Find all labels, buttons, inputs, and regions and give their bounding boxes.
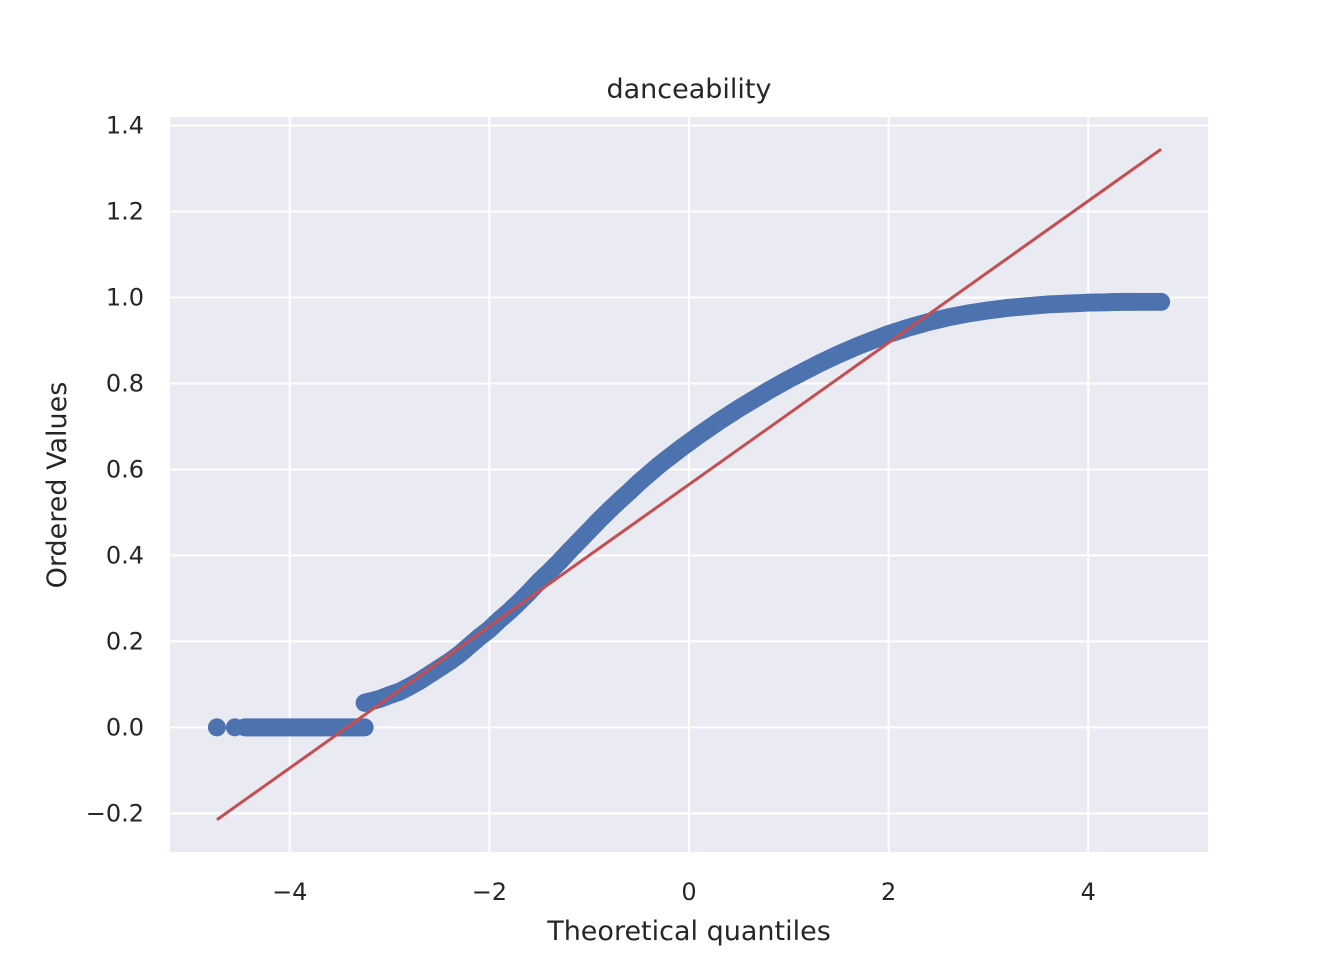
y-tick-label: 0.8: [106, 369, 144, 397]
x-tick-labels: −4 −2 0 2 4: [272, 878, 1096, 906]
x-tick-label: 2: [881, 878, 896, 906]
x-tick-label: 0: [681, 878, 696, 906]
x-tick-label: 4: [1081, 878, 1096, 906]
y-tick-label: 1.2: [106, 198, 144, 226]
y-tick-labels: −0.2 0.0 0.2 0.4 0.6 0.8 1.0 1.2 1.4: [86, 112, 144, 828]
fit-line-segment: [216, 148, 1162, 821]
data-point: [207, 718, 226, 737]
y-tick-label: 1.0: [106, 284, 144, 312]
data-point: [1152, 292, 1171, 311]
x-axis-label: Theoretical quantiles: [546, 916, 831, 947]
y-axis-label: Ordered Values: [42, 382, 73, 589]
fit-line: [216, 148, 1162, 821]
chart-title: danceability: [606, 74, 771, 105]
y-tick-label: 0.2: [106, 627, 144, 655]
y-tick-label: 0.6: [106, 455, 144, 483]
y-tick-label: 1.4: [106, 112, 144, 140]
y-tick-label: −0.2: [86, 799, 144, 827]
x-tick-label: −4: [272, 878, 307, 906]
x-tick-label: −2: [472, 878, 507, 906]
data-point: [355, 718, 374, 737]
y-tick-label: 0.0: [106, 713, 144, 741]
y-tick-label: 0.4: [106, 541, 144, 569]
